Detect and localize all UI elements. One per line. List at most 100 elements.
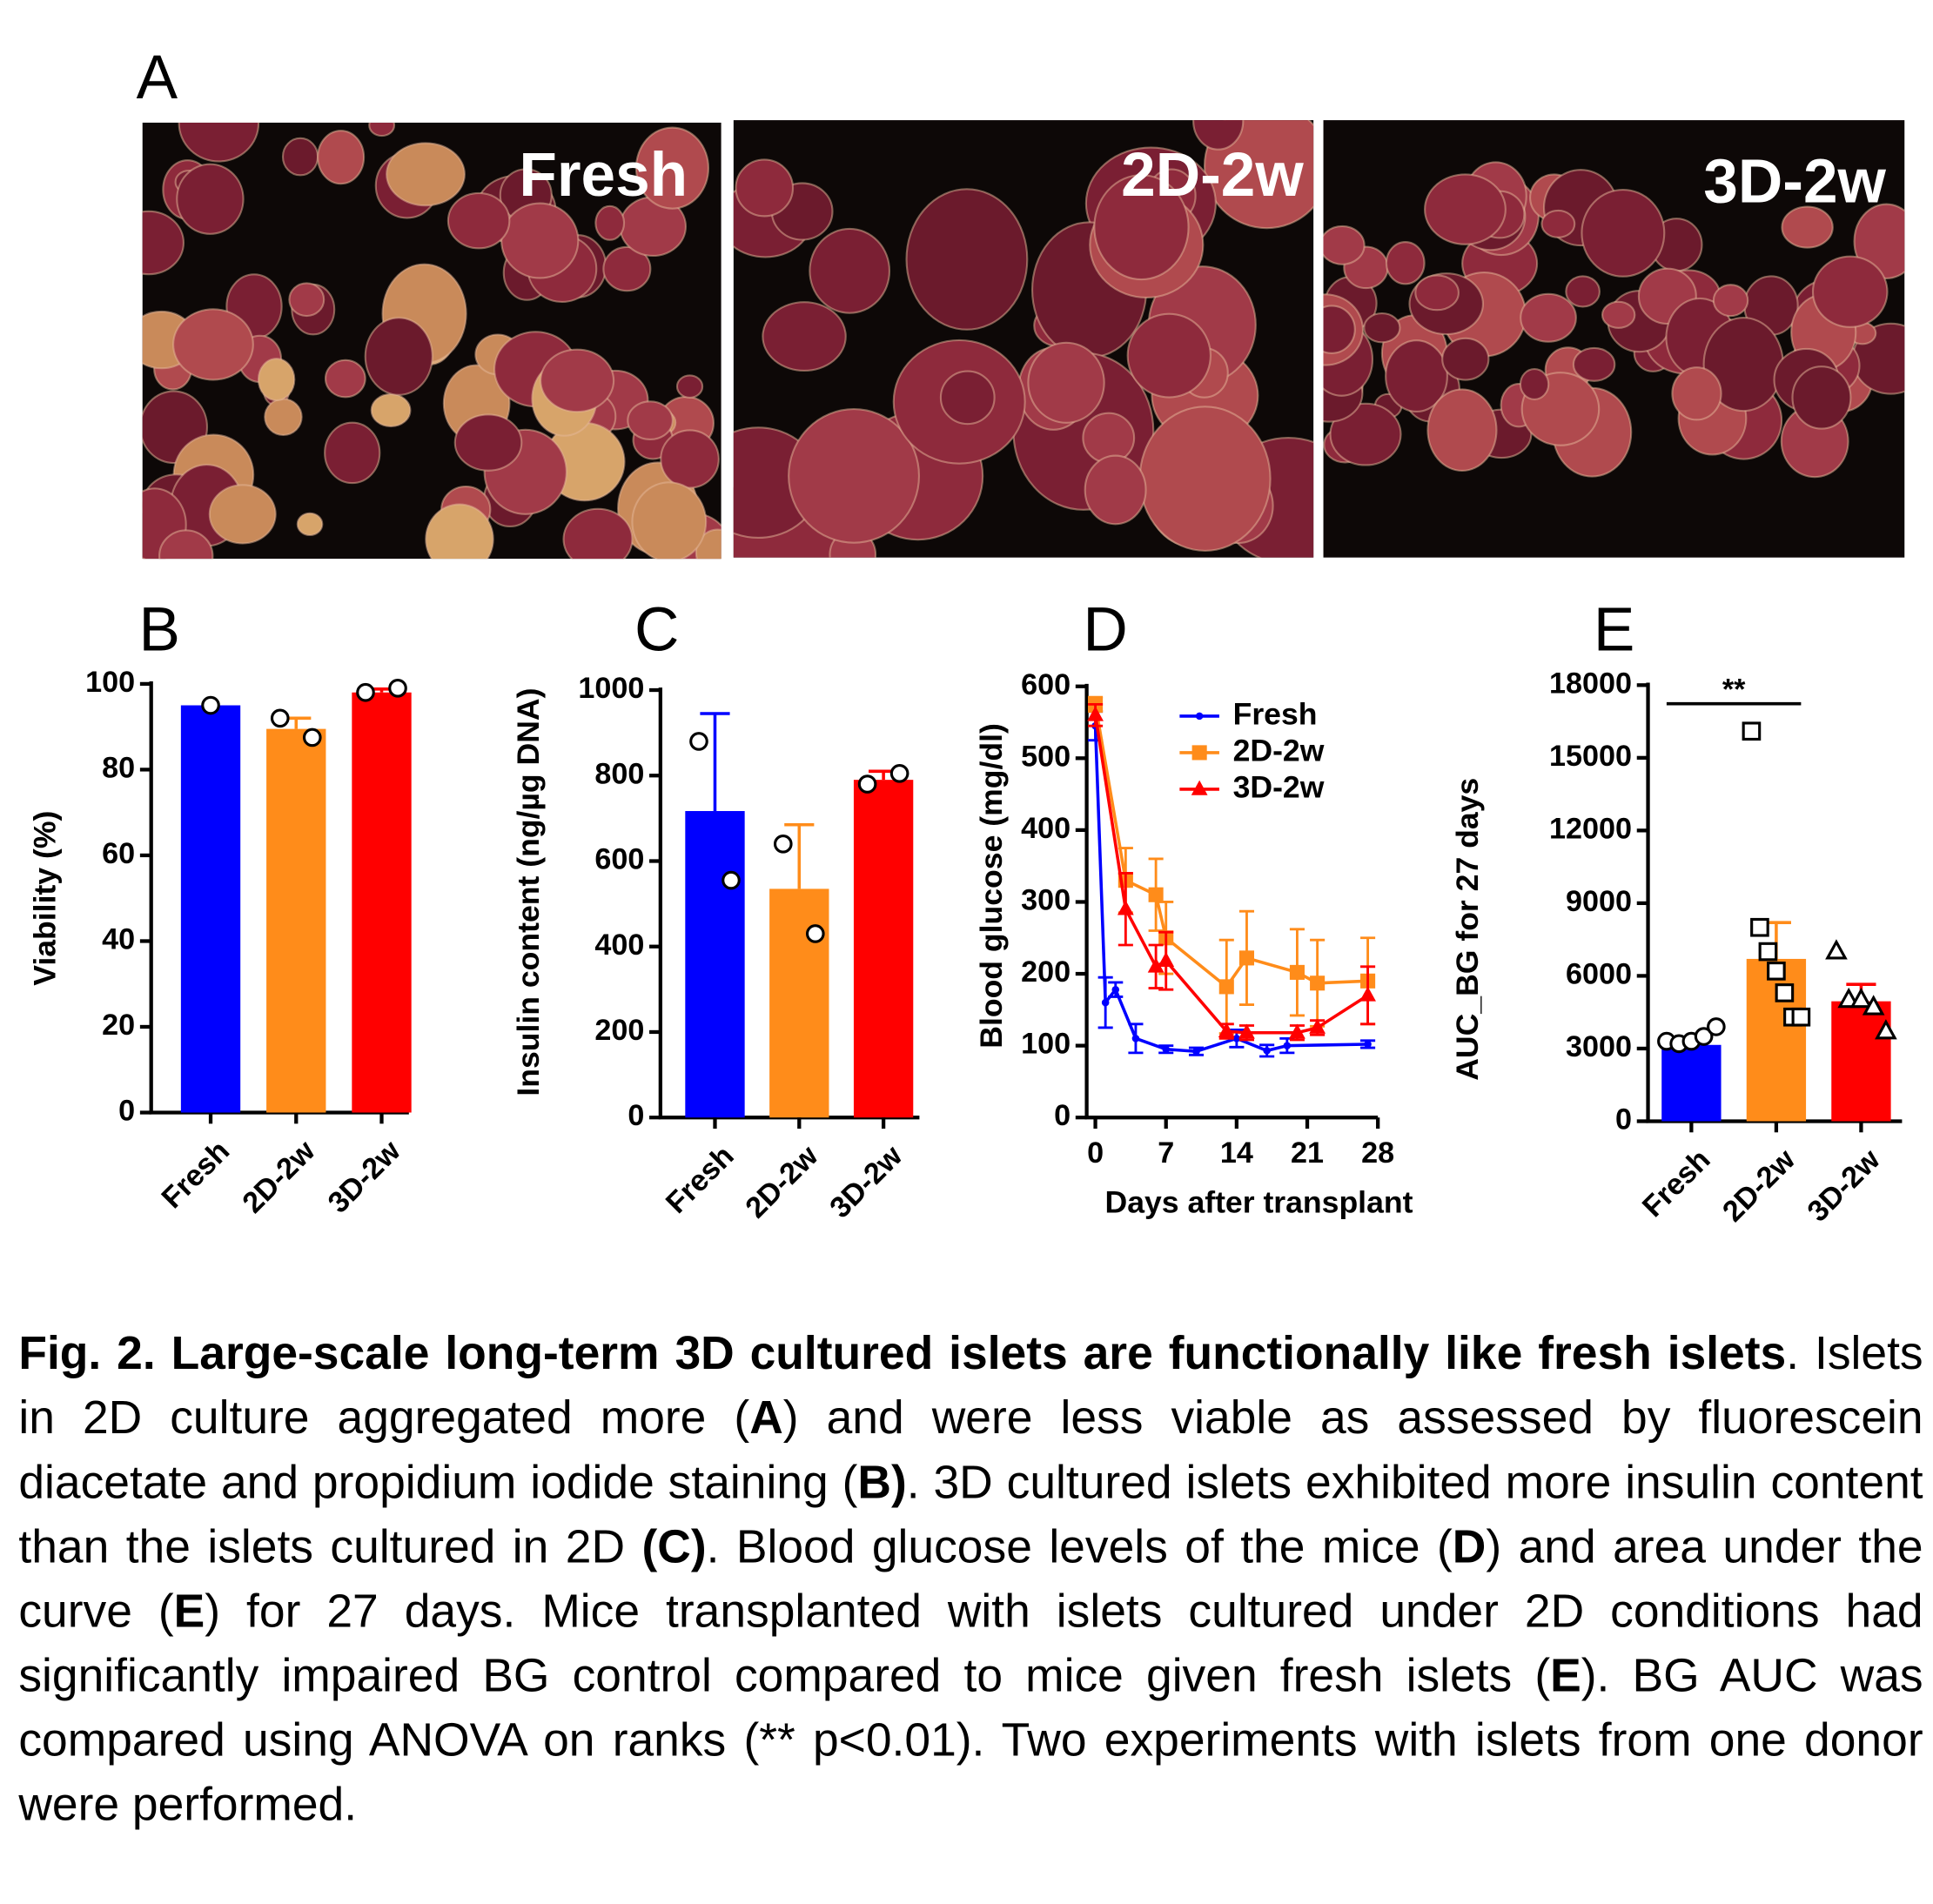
islet [1385,339,1448,413]
caption-run: E [1550,1648,1581,1701]
photo-label: Fresh [519,141,688,210]
x-tick-label: 3D-2w [1802,1143,1887,1228]
islet [208,484,277,545]
y-tick-label: 600 [1021,668,1071,701]
islet [324,421,381,485]
marker [201,695,220,715]
y-tick-label: 80 [102,751,135,784]
marker [1364,1040,1372,1049]
islet [1781,205,1834,249]
x-tick-label: 3D-2w [823,1139,909,1224]
marker [1309,1018,1326,1034]
y-tick-label: 800 [594,757,644,790]
photo [733,120,1314,558]
islets [1323,161,1905,479]
marker [270,708,290,728]
x-tick-label: Fresh [660,1139,741,1220]
marker [302,727,322,748]
y-tick-label: 300 [1021,883,1071,916]
line [1093,726,1368,1054]
islet [1203,120,1314,230]
marker [1191,780,1208,795]
bar [1831,1001,1891,1122]
y-tick-label: 200 [594,1014,644,1047]
y-tick-label: 9000 [1566,885,1632,918]
x-tick-label: 2D-2w [1716,1143,1802,1228]
y-tick-label: 60 [102,837,135,870]
islet [634,126,710,210]
marker [1238,950,1255,966]
islet [264,398,303,437]
islet [453,413,523,472]
islet [1811,255,1889,328]
islet [324,359,366,399]
photo [1323,120,1905,558]
marker [1289,1023,1305,1039]
islet [386,142,466,207]
bar [180,705,241,1113]
marker [805,924,825,943]
islet [1424,173,1507,245]
y-tick-label: 0 [628,1099,644,1132]
islet [788,408,921,544]
marker [1758,942,1778,962]
islet [176,163,245,235]
y-axis-title: Viability (%) [28,811,63,986]
bar [769,888,829,1118]
marker [1191,745,1207,761]
marker [1283,1042,1292,1049]
marker [1289,964,1305,980]
marker [773,835,793,854]
y-tick-label: 100 [85,666,135,699]
marker [1707,1017,1726,1036]
islet [1791,365,1852,430]
y-tick-label: 100 [1021,1028,1071,1061]
panel-letter: D [1083,596,1127,665]
marker [1767,962,1786,981]
marker [1310,975,1326,991]
islet [1385,241,1426,285]
islet [1519,368,1550,400]
islet [370,392,412,428]
marker [1195,712,1204,721]
bar [352,692,412,1113]
caption-run: ) and were less viable as assessed by fl… [18,1391,1923,1508]
panel-letter: C [634,596,679,665]
marker [1825,939,1848,960]
marker [1087,706,1104,721]
marker [689,732,708,751]
marker [722,870,741,890]
marker [1111,985,1120,994]
x-tick-label: 21 [1291,1136,1324,1170]
y-tick-label: 0 [1054,1099,1071,1132]
caption-run: Fig. 2. Large-scale long-term 3D culture… [18,1326,1787,1379]
marker [388,678,407,698]
marker [1359,986,1376,1002]
x-tick-label: 2D-2w [739,1139,824,1224]
marker [1694,1027,1714,1046]
x-tick-label: 7 [1158,1136,1174,1170]
islet [1414,274,1460,312]
marker [1238,1023,1255,1039]
bar [853,780,914,1118]
caption: Fig. 2. Large-scale long-term 3D culture… [18,1321,1923,1836]
x-tick-label: 14 [1220,1136,1253,1170]
y-tick-label: 6000 [1566,957,1632,990]
islet [446,191,511,250]
marker [1775,983,1795,1002]
marker [1849,987,1873,1009]
islet [562,507,634,560]
islet [172,308,254,381]
marker [1750,917,1769,937]
y-tick-label: 20 [102,1009,135,1042]
bar [1661,1044,1722,1122]
marker [1158,951,1175,968]
y-tick-label: 600 [594,843,644,876]
islet [257,358,296,402]
islet [1363,312,1401,344]
islet [1138,406,1272,552]
marker [1263,1047,1271,1055]
y-tick-label: 200 [1021,955,1071,989]
y-tick-label: 3000 [1566,1030,1632,1063]
